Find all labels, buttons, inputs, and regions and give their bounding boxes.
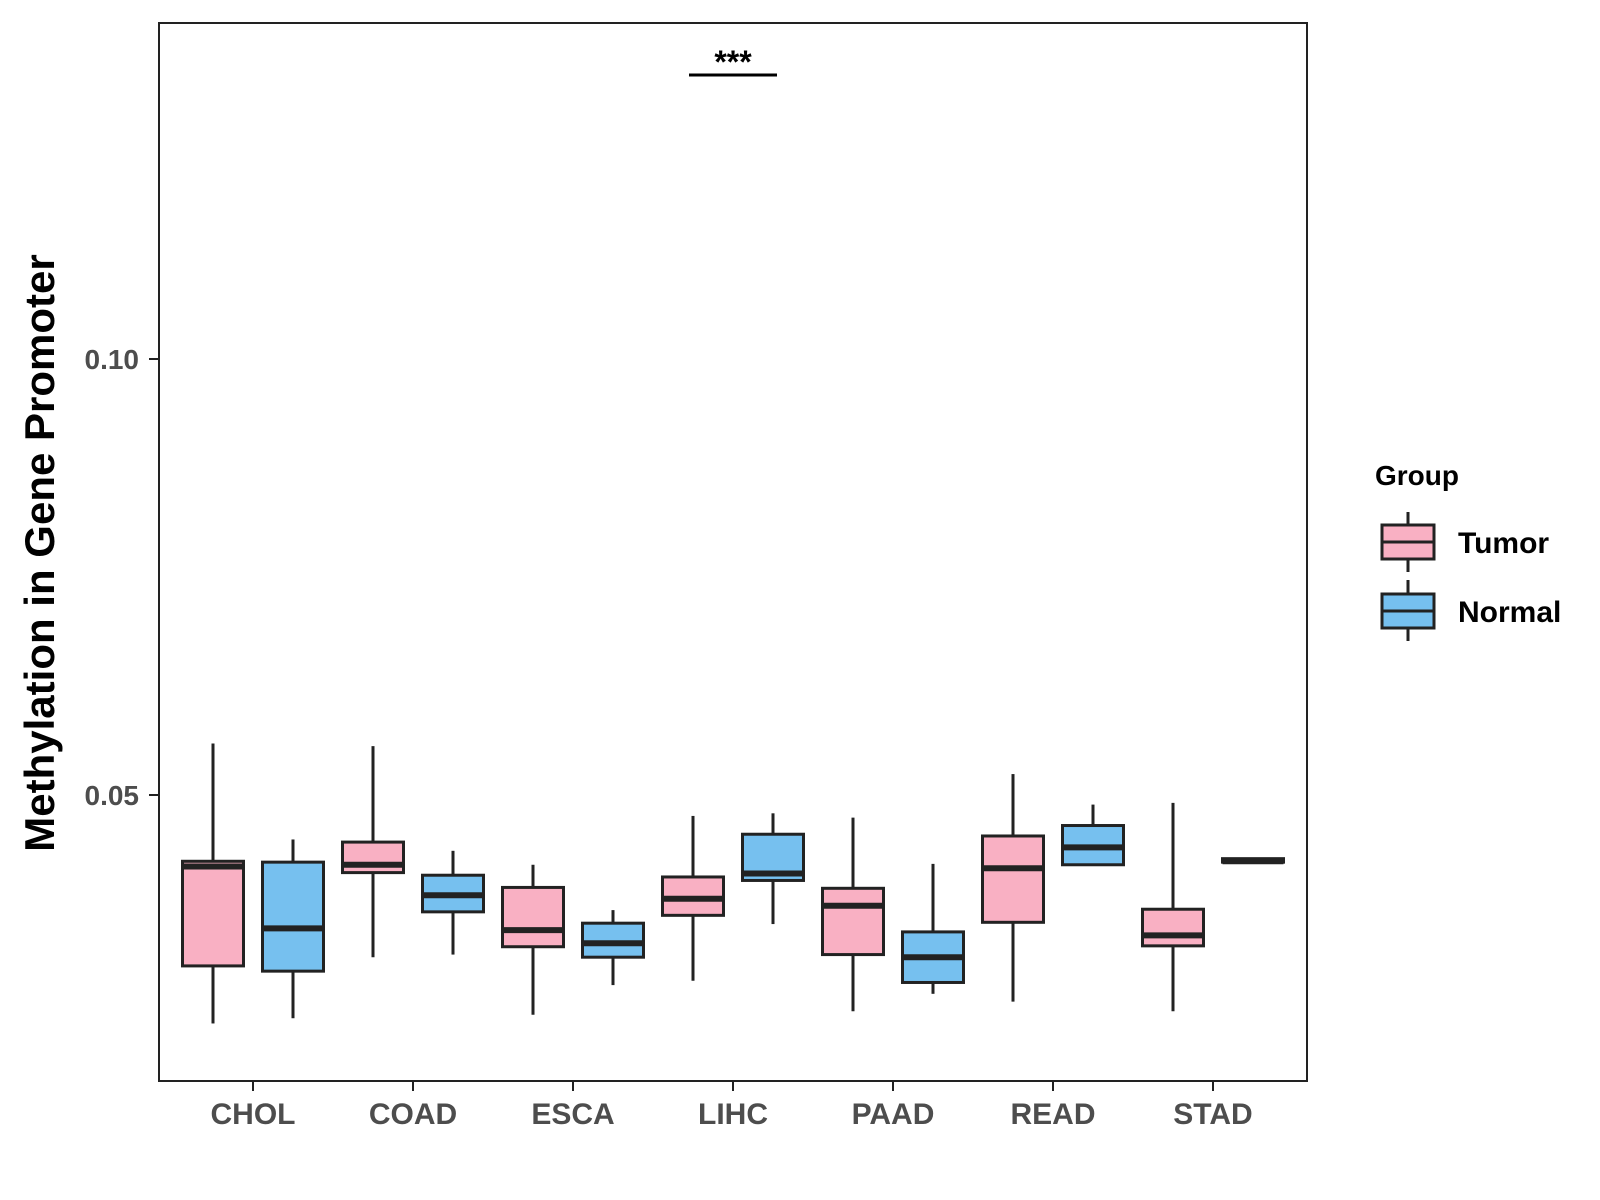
box-tumor-stad (1141, 802, 1205, 1012)
x-tick-label-chol: CHOL (211, 1098, 296, 1131)
legend-key-tumor (1380, 512, 1436, 572)
x-tick-label-read: READ (1010, 1098, 1095, 1131)
box-normal-chol (261, 839, 325, 1019)
box-normal-read (1061, 804, 1125, 867)
axis-layer: CHOL COAD ESCA LIHC PAAD READ STAD 0.05 0.10 (85, 344, 1253, 1131)
box-normal-paad (901, 863, 965, 994)
box-body-tumor-read (981, 834, 1045, 924)
x-tick-label-esca: ESCA (531, 1098, 614, 1131)
y-tick-label-1: 0.10 (85, 344, 140, 375)
box-tumor-read (981, 774, 1045, 1002)
plot-layer: *** (181, 44, 1285, 1024)
box-body-normal-esca (581, 921, 645, 959)
legend: Group Tumor Normal (1375, 460, 1561, 641)
y-tick-label-0: 0.05 (85, 780, 140, 811)
box-normal-esca (581, 910, 645, 986)
box-body-tumor-esca (501, 885, 565, 949)
x-tick-label-paad: PAAD (852, 1098, 935, 1131)
legend-label-normal: Normal (1458, 596, 1561, 629)
box-tumor-esca (501, 864, 565, 1015)
significance-label-0: *** (714, 44, 752, 80)
box-body-tumor-stad (1141, 907, 1205, 948)
box-body-normal-chol (261, 860, 325, 973)
box-tumor-paad (821, 817, 885, 1012)
x-tick-label-stad: STAD (1173, 1098, 1252, 1131)
box-tumor-coad (341, 746, 405, 958)
x-tick-label-lihc: LIHC (698, 1098, 768, 1131)
box-body-tumor-coad (341, 840, 405, 875)
y-axis-title: Methylation in Gene Promoter (16, 254, 63, 851)
box-normal-coad (421, 850, 485, 955)
x-tick-label-coad: COAD (369, 1098, 457, 1131)
legend-label-tumor: Tumor (1458, 527, 1549, 560)
legend-title: Group (1375, 460, 1459, 491)
box-tumor-chol (181, 743, 245, 1024)
box-body-tumor-chol (181, 859, 245, 968)
box-tumor-lihc (661, 815, 725, 981)
box-normal-stad (1221, 857, 1285, 865)
legend-key-normal (1380, 580, 1436, 641)
panel-border (158, 22, 1308, 1082)
box-body-tumor-paad (821, 886, 885, 957)
box-normal-lihc (741, 813, 805, 925)
